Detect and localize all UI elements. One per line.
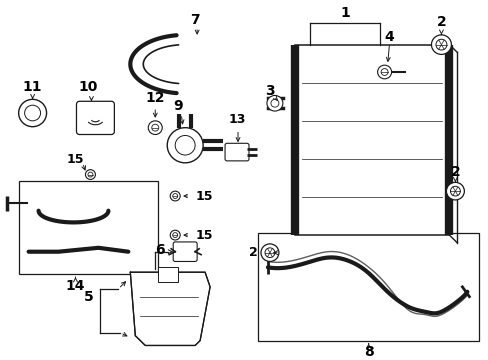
Text: 2: 2 (449, 165, 459, 179)
Circle shape (264, 248, 274, 257)
Text: 15: 15 (66, 153, 84, 166)
Circle shape (24, 105, 41, 121)
Text: 11: 11 (23, 80, 42, 94)
Circle shape (380, 68, 387, 75)
Circle shape (377, 65, 391, 79)
Text: 10: 10 (79, 80, 98, 94)
Circle shape (175, 135, 195, 155)
Text: 9: 9 (173, 99, 183, 113)
Text: 14: 14 (65, 279, 85, 293)
Text: 2: 2 (436, 15, 446, 29)
Text: 4: 4 (384, 30, 394, 44)
Circle shape (19, 99, 46, 127)
Text: 5: 5 (83, 290, 93, 303)
Circle shape (446, 183, 464, 200)
Polygon shape (130, 272, 210, 346)
Circle shape (261, 244, 278, 261)
Text: 6: 6 (155, 243, 165, 257)
Circle shape (85, 170, 95, 179)
Circle shape (430, 35, 450, 54)
Circle shape (270, 99, 278, 107)
Circle shape (172, 194, 177, 198)
Text: 12: 12 (145, 91, 164, 105)
Circle shape (167, 128, 203, 163)
Circle shape (151, 124, 159, 131)
Bar (294, 45, 448, 235)
Bar (258, 233, 478, 341)
Text: 1: 1 (339, 6, 349, 21)
FancyBboxPatch shape (224, 143, 248, 161)
Bar (19, 181, 158, 274)
Text: 8: 8 (363, 345, 373, 359)
Text: 15: 15 (195, 229, 212, 242)
Text: 13: 13 (228, 113, 245, 126)
Circle shape (172, 233, 177, 238)
Bar (158, 267, 178, 282)
Circle shape (449, 186, 459, 196)
FancyBboxPatch shape (76, 101, 114, 135)
Text: 7: 7 (190, 13, 200, 27)
Circle shape (435, 39, 446, 50)
Text: 3: 3 (264, 84, 274, 98)
Circle shape (266, 95, 283, 111)
Text: 2: 2 (249, 246, 258, 259)
FancyBboxPatch shape (173, 242, 197, 261)
Circle shape (170, 230, 180, 240)
Circle shape (170, 191, 180, 201)
Circle shape (148, 121, 162, 135)
Circle shape (88, 172, 93, 177)
Text: 15: 15 (195, 189, 212, 203)
